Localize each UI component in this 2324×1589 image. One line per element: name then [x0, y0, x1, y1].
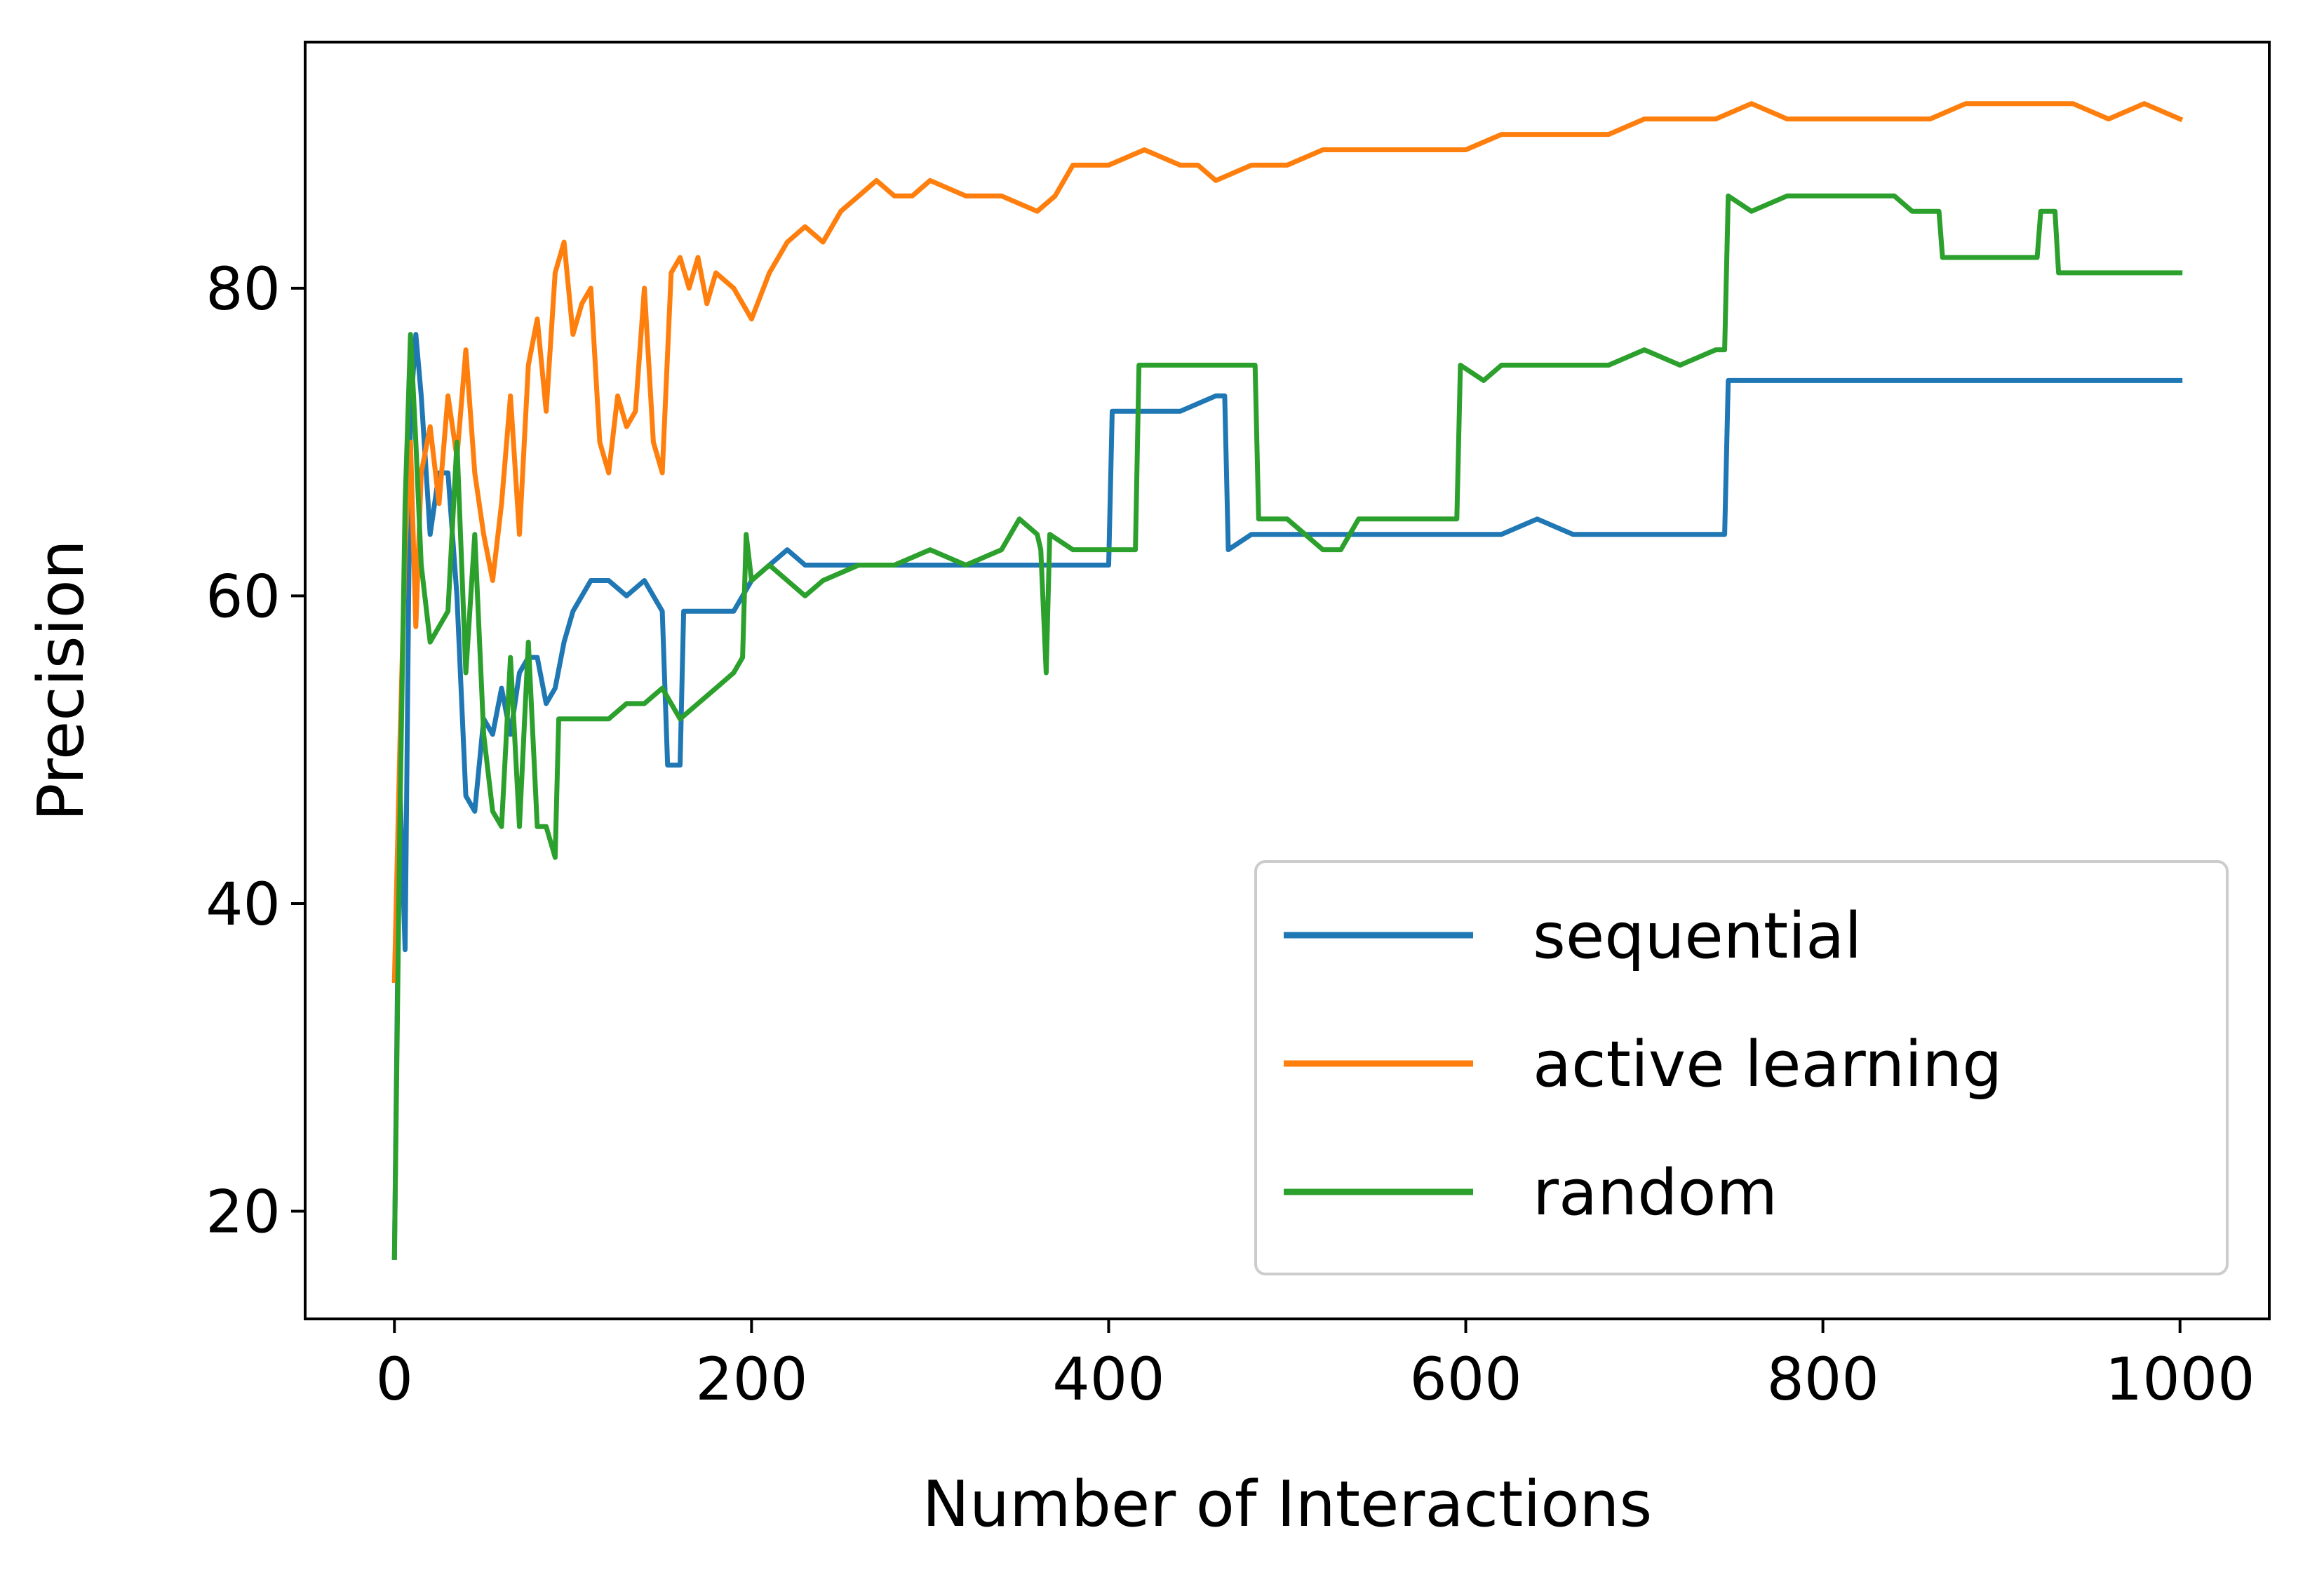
x-tick-label: 400 [1052, 1345, 1164, 1414]
y-tick-label: 40 [206, 870, 281, 939]
x-axis-ticks: 0 200 400 600 800 1000 [376, 1319, 2255, 1414]
y-tick-label: 20 [206, 1178, 281, 1247]
y-tick-label: 60 [206, 562, 281, 631]
y-tick-label: 80 [206, 255, 281, 323]
x-tick-label: 800 [1766, 1345, 1879, 1414]
series-line-random [391, 193, 2183, 1260]
legend-label: random [1533, 1156, 1778, 1230]
legend: sequential active learning random [1254, 860, 2229, 1275]
y-axis-label: Precision [25, 539, 98, 822]
legend-label: active learning [1533, 1028, 2002, 1101]
x-tick-label: 200 [695, 1345, 807, 1414]
legend-box [1254, 860, 2229, 1275]
plot-frame [304, 41, 2271, 1320]
x-tick-label: 1000 [2105, 1345, 2255, 1414]
series-layer [391, 101, 2184, 1260]
x-axis-label: Number of Interactions [922, 1468, 1653, 1541]
series-line-active-learning [391, 101, 2184, 984]
x-tick-label: 0 [376, 1345, 413, 1414]
y-axis-ticks: 20 40 60 80 [206, 255, 305, 1247]
legend-label: sequential [1533, 899, 1862, 973]
plot-area [304, 41, 2271, 1320]
series-line-sequential [391, 332, 2183, 1260]
x-tick-label: 600 [1409, 1345, 1522, 1414]
